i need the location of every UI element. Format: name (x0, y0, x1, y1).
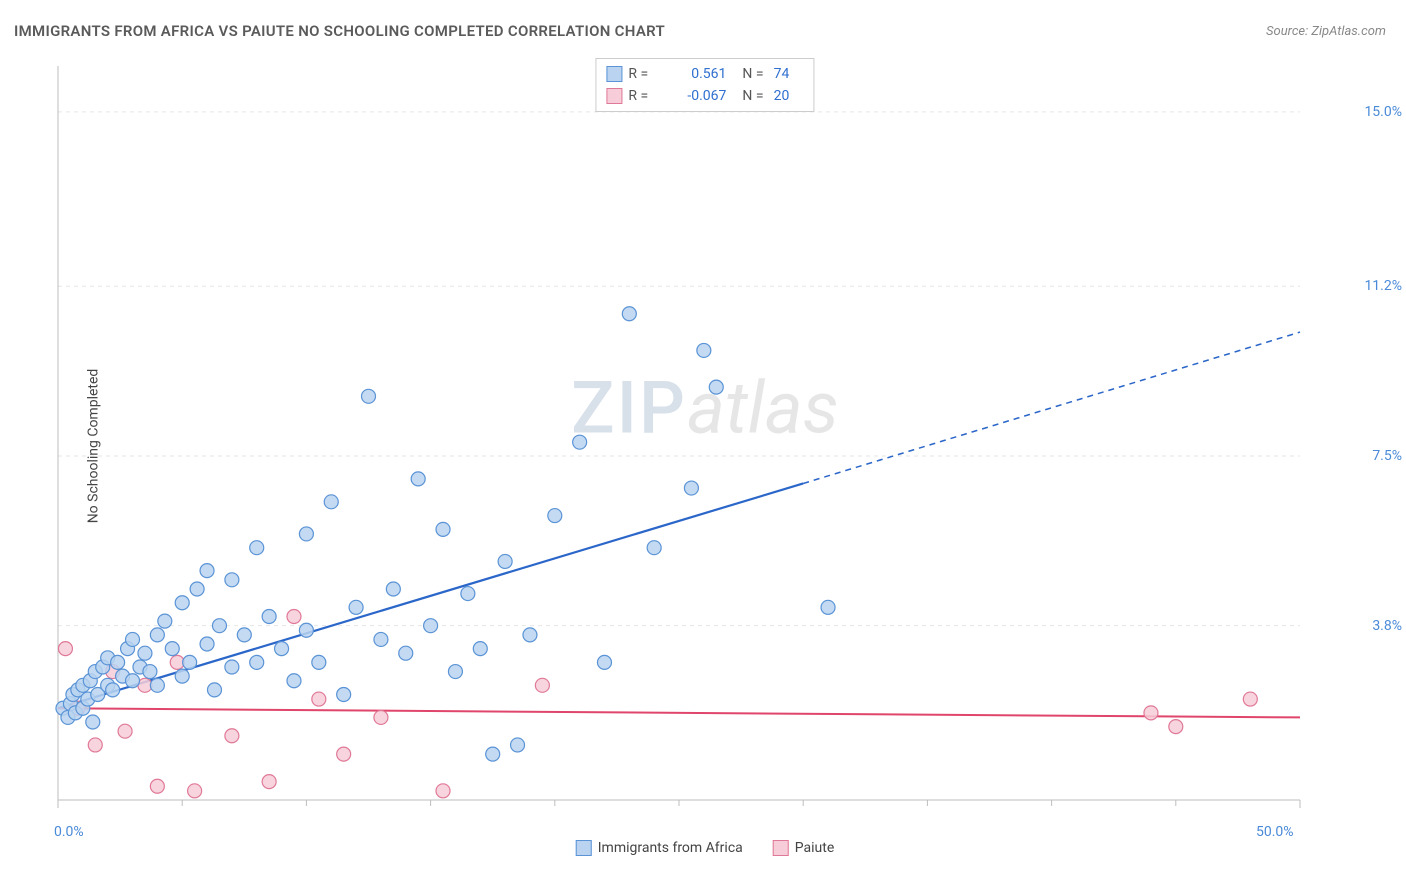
r-value-2: -0.067 (666, 88, 726, 104)
y-tick-label: 7.5% (1372, 448, 1402, 464)
legend-bottom-swatch-2 (773, 840, 789, 856)
legend-bottom-label-1: Immigrants from Africa (598, 840, 743, 856)
legend-bottom-swatch-1 (576, 840, 592, 856)
r-label: R = (628, 88, 660, 104)
r-label: R = (628, 66, 660, 82)
n-label: N = (742, 66, 763, 82)
legend-swatch-1 (606, 66, 622, 82)
correlation-legend: R = 0.561 N = 74 R = -0.067 N = 20 (595, 58, 814, 112)
legend-item-1: Immigrants from Africa (576, 840, 743, 856)
y-tick-label: 15.0% (1364, 104, 1402, 120)
x-tick-label: 0.0% (54, 824, 84, 840)
chart-title: IMMIGRANTS FROM AFRICA VS PAIUTE NO SCHO… (14, 22, 665, 40)
scatter-plot (50, 58, 1360, 818)
n-value-2: 20 (774, 88, 804, 104)
legend-row-series-2: R = -0.067 N = 20 (606, 85, 803, 107)
r-value-1: 0.561 (666, 66, 726, 82)
legend-swatch-2 (606, 88, 622, 104)
x-tick-label: 50.0% (1256, 824, 1294, 840)
series-legend: Immigrants from Africa Paiute (576, 840, 835, 856)
chart-area: R = 0.561 N = 74 R = -0.067 N = 20 ZIPat… (50, 58, 1360, 818)
legend-row-series-1: R = 0.561 N = 74 (606, 63, 803, 85)
legend-bottom-label-2: Paiute (795, 840, 835, 856)
n-value-1: 74 (774, 66, 804, 82)
legend-item-2: Paiute (773, 840, 835, 856)
y-tick-label: 11.2% (1364, 278, 1402, 294)
y-tick-label: 3.8% (1372, 618, 1402, 634)
source-credit: Source: ZipAtlas.com (1266, 24, 1386, 39)
n-label: N = (742, 88, 763, 104)
